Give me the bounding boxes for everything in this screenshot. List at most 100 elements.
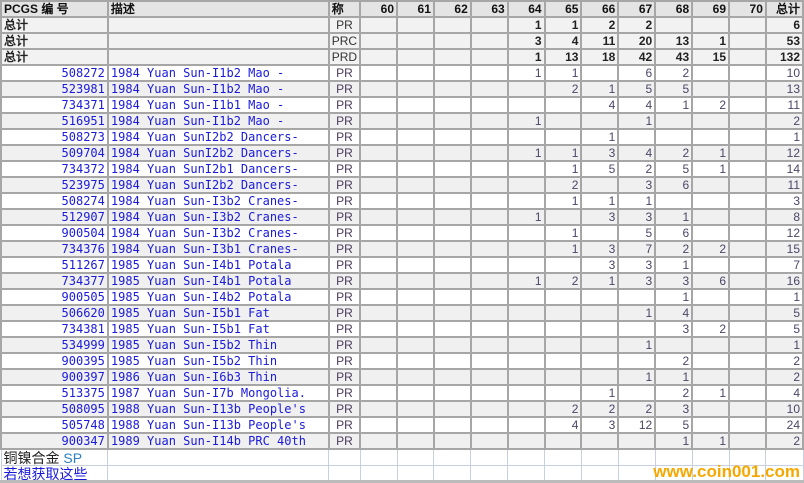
- description-link[interactable]: 1984 Yuan SunI2b2 Dancers-: [106, 176, 330, 194]
- pcgs-number-link[interactable]: 512907: [0, 208, 109, 226]
- description-link[interactable]: 1986 Yuan Sun-I6b3 Thin: [106, 368, 330, 386]
- table-row: 509704 1984 Yuan SunI2b2 Dancers- PR 1 1 3 4 2 1…: [0, 144, 804, 162]
- count-cell: [506, 80, 546, 98]
- count-cell: [580, 112, 620, 130]
- description-link[interactable]: 1985 Yuan Sun-I5b2 Thin: [106, 352, 330, 370]
- header-grade-65[interactable]: 65: [543, 0, 583, 18]
- empty-cell: [107, 448, 330, 466]
- count-cell: [469, 272, 509, 290]
- description-link[interactable]: 1985 Yuan Sun-I5b2 Thin: [106, 336, 330, 354]
- pcgs-number-link[interactable]: 734372: [0, 160, 109, 178]
- summary-count: [728, 32, 767, 50]
- description-link[interactable]: 1985 Yuan Sun-I5b1 Fat: [106, 304, 330, 322]
- count-cell: [691, 352, 731, 370]
- header-description[interactable]: 描述: [106, 0, 330, 18]
- summary-count: 1: [506, 16, 546, 34]
- pcgs-number-link[interactable]: 734376: [0, 240, 109, 258]
- count-cell: [396, 176, 435, 194]
- count-cell: [654, 128, 694, 146]
- description-link[interactable]: 1984 Yuan SunI2b1 Dancers-: [106, 160, 330, 178]
- pcgs-number-link[interactable]: 506620: [0, 304, 109, 322]
- info-link[interactable]: 若想获取这些: [0, 465, 109, 482]
- total-cell: 13: [764, 80, 804, 98]
- header-grade[interactable]: 称: [327, 0, 362, 18]
- description-link[interactable]: 1985 Yuan Sun-I4b1 Potala: [106, 272, 330, 290]
- pcgs-number-link[interactable]: 508095: [0, 400, 109, 418]
- count-cell: [617, 352, 657, 370]
- description-link[interactable]: 1984 Yuan Sun-I3b1 Cranes-: [106, 240, 330, 258]
- count-cell: 2: [580, 400, 620, 418]
- pcgs-number-link[interactable]: 900347: [0, 432, 109, 450]
- description-link[interactable]: 1987 Yuan Sun-I7b Mongolia.: [106, 384, 330, 402]
- description-link[interactable]: 1984 Yuan Sun-I1b2 Mao -: [106, 64, 330, 82]
- pcgs-number-link[interactable]: 534999: [0, 336, 109, 354]
- pcgs-number-link[interactable]: 511267: [0, 256, 109, 274]
- header-grade-62[interactable]: 62: [432, 0, 472, 18]
- header-grade-60[interactable]: 60: [359, 0, 398, 18]
- grade-cell: PR: [327, 336, 362, 354]
- description-link[interactable]: 1989 Yuan Sun-I14b PRC 40th: [106, 432, 330, 450]
- count-cell: 1: [617, 112, 657, 130]
- pcgs-number-link[interactable]: 509704: [0, 144, 109, 162]
- pcgs-number-link[interactable]: 508272: [0, 64, 109, 82]
- count-cell: 3: [580, 256, 620, 274]
- pcgs-number-link[interactable]: 508274: [0, 192, 109, 210]
- count-cell: [728, 256, 767, 274]
- count-cell: [543, 288, 583, 306]
- empty-cell: [691, 465, 730, 482]
- pcgs-number-link[interactable]: 523975: [0, 176, 109, 194]
- pcgs-number-link[interactable]: 900395: [0, 352, 109, 370]
- count-cell: [396, 320, 435, 338]
- count-cell: [728, 160, 767, 178]
- header-grade-64[interactable]: 64: [506, 0, 546, 18]
- description-link[interactable]: 1984 Yuan Sun-I1b1 Mao -: [106, 96, 330, 114]
- header-grade-63[interactable]: 63: [469, 0, 509, 18]
- pcgs-number-link[interactable]: 508273: [0, 128, 109, 146]
- description-link[interactable]: 1984 Yuan Sun-I1b2 Mao -: [106, 80, 330, 98]
- count-cell: 2: [654, 64, 694, 82]
- pcgs-number-link[interactable]: 516951: [0, 112, 109, 130]
- header-grade-70[interactable]: 70: [728, 0, 767, 18]
- header-grade-66[interactable]: 66: [580, 0, 620, 18]
- pcgs-number-link[interactable]: 734381: [0, 320, 109, 338]
- pcgs-number-link[interactable]: 900505: [0, 288, 109, 306]
- count-cell: 3: [580, 144, 620, 162]
- pcgs-number-link[interactable]: 523981: [0, 80, 109, 98]
- pcgs-number-link[interactable]: 734377: [0, 272, 109, 290]
- count-cell: [506, 416, 546, 434]
- header-grade-68[interactable]: 68: [654, 0, 694, 18]
- pcgs-number-link[interactable]: 900397: [0, 368, 109, 386]
- grade-cell: PR: [327, 272, 362, 290]
- pcgs-number-link[interactable]: 734371: [0, 96, 109, 114]
- description-link[interactable]: 1985 Yuan Sun-I4b1 Potala: [106, 256, 330, 274]
- description-link[interactable]: 1984 Yuan Sun-I1b2 Mao -: [106, 112, 330, 130]
- table-row: 900504 1984 Yuan Sun-I3b2 Cranes- PR 1 5 6 12: [0, 224, 804, 242]
- description-link[interactable]: 1988 Yuan Sun-I13b People's: [106, 416, 330, 434]
- pcgs-number-link[interactable]: 513375: [0, 384, 109, 402]
- description-link[interactable]: 1984 Yuan Sun-I3b2 Cranes-: [106, 208, 330, 226]
- empty-cell: [617, 448, 656, 466]
- count-cell: [359, 336, 398, 354]
- count-cell: [396, 192, 435, 210]
- count-cell: [432, 432, 472, 450]
- description-link[interactable]: 1988 Yuan Sun-I13b People's: [106, 400, 330, 418]
- header-grade-61[interactable]: 61: [396, 0, 435, 18]
- description-link[interactable]: 1984 Yuan Sun-I3b2 Cranes-: [106, 192, 330, 210]
- count-cell: [469, 336, 509, 354]
- count-cell: [691, 304, 731, 322]
- header-grade-69[interactable]: 69: [691, 0, 731, 18]
- pcgs-number-link[interactable]: 900504: [0, 224, 109, 242]
- pcgs-number-link[interactable]: 505748: [0, 416, 109, 434]
- header-pcgs-number[interactable]: PCGS 编 号: [0, 0, 109, 18]
- description-link[interactable]: 1984 Yuan Sun-I3b2 Cranes-: [106, 224, 330, 242]
- header-total[interactable]: 总计: [764, 0, 804, 18]
- count-cell: [469, 352, 509, 370]
- description-link[interactable]: 1985 Yuan Sun-I4b2 Potala: [106, 288, 330, 306]
- description-link[interactable]: 1984 Yuan SunI2b2 Dancers-: [106, 144, 330, 162]
- count-cell: [469, 128, 509, 146]
- header-grade-67[interactable]: 67: [617, 0, 657, 18]
- description-link[interactable]: 1984 Yuan SunI2b2 Dancers-: [106, 128, 330, 146]
- count-cell: [432, 400, 472, 418]
- count-cell: [359, 80, 398, 98]
- description-link[interactable]: 1985 Yuan Sun-I5b1 Fat: [106, 320, 330, 338]
